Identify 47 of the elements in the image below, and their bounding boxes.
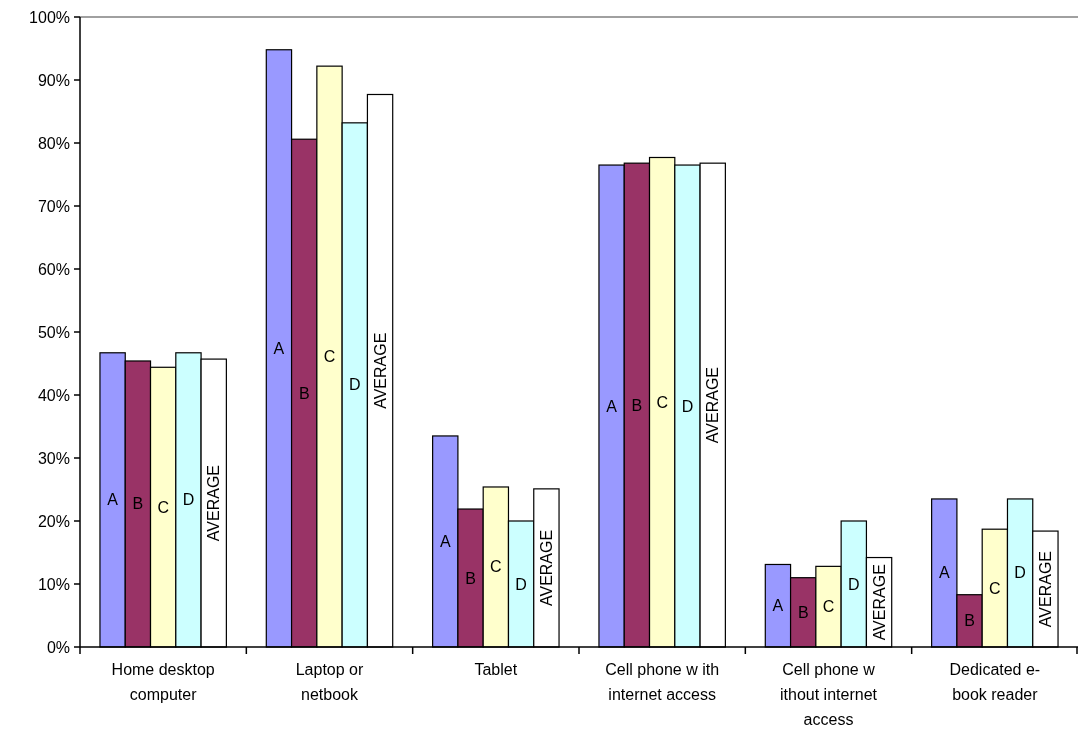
y-tick-label: 20% bbox=[37, 512, 70, 530]
text: B bbox=[298, 384, 310, 402]
text: B bbox=[631, 396, 643, 414]
text: D bbox=[848, 575, 860, 593]
series-label: C bbox=[656, 393, 668, 411]
text: AVERAGE bbox=[704, 366, 722, 444]
x-tick-label: Cell phone w ith internet access bbox=[605, 661, 720, 703]
y-tick-label: 50% bbox=[37, 323, 70, 341]
x-tick-label: Laptop or netbook bbox=[295, 661, 364, 703]
y-tick-label: 30% bbox=[37, 449, 70, 467]
x-tick-label: Dedicated e-book reader bbox=[949, 661, 1041, 703]
y-tick-label: 0% bbox=[46, 638, 70, 656]
series-label: B bbox=[465, 569, 476, 587]
y-tick-label: 60% bbox=[37, 260, 70, 278]
y-tick-label: 100% bbox=[29, 8, 70, 26]
series-label: D bbox=[1014, 564, 1026, 582]
x-tick-label: Cell phone w ithout internet access bbox=[780, 661, 878, 728]
text: A bbox=[772, 597, 784, 615]
text: B bbox=[964, 612, 975, 630]
y-tick-label: 40% bbox=[37, 386, 70, 404]
text: AVERAGE bbox=[537, 529, 555, 607]
text: A bbox=[938, 564, 950, 582]
x-tick-label: Tablet bbox=[474, 661, 518, 678]
y-tick-label: 70% bbox=[37, 197, 70, 215]
text: B bbox=[132, 495, 144, 513]
series-label: AVERAGE bbox=[1036, 550, 1054, 628]
y-tick-label: 80% bbox=[37, 134, 70, 152]
y-tick-label: 10% bbox=[37, 575, 70, 593]
text: C bbox=[989, 579, 1001, 597]
text: D bbox=[681, 397, 694, 415]
y-tick-label: 90% bbox=[37, 71, 70, 89]
series-label: A bbox=[606, 397, 618, 415]
text: C bbox=[323, 348, 336, 366]
text: AVERAGE bbox=[205, 464, 223, 542]
text: A bbox=[273, 339, 285, 357]
text: AVERAGE bbox=[870, 564, 888, 641]
text: D bbox=[515, 575, 527, 593]
text: A bbox=[439, 532, 451, 550]
text: A bbox=[107, 491, 118, 509]
x-tick-label: Home desktop computer bbox=[111, 661, 215, 703]
text: AVERAGE bbox=[371, 332, 389, 409]
text: B bbox=[797, 603, 809, 621]
text: C bbox=[157, 498, 169, 516]
text: C bbox=[490, 558, 502, 576]
text: D bbox=[182, 491, 195, 509]
text: D bbox=[349, 376, 361, 394]
text: C bbox=[822, 598, 835, 616]
